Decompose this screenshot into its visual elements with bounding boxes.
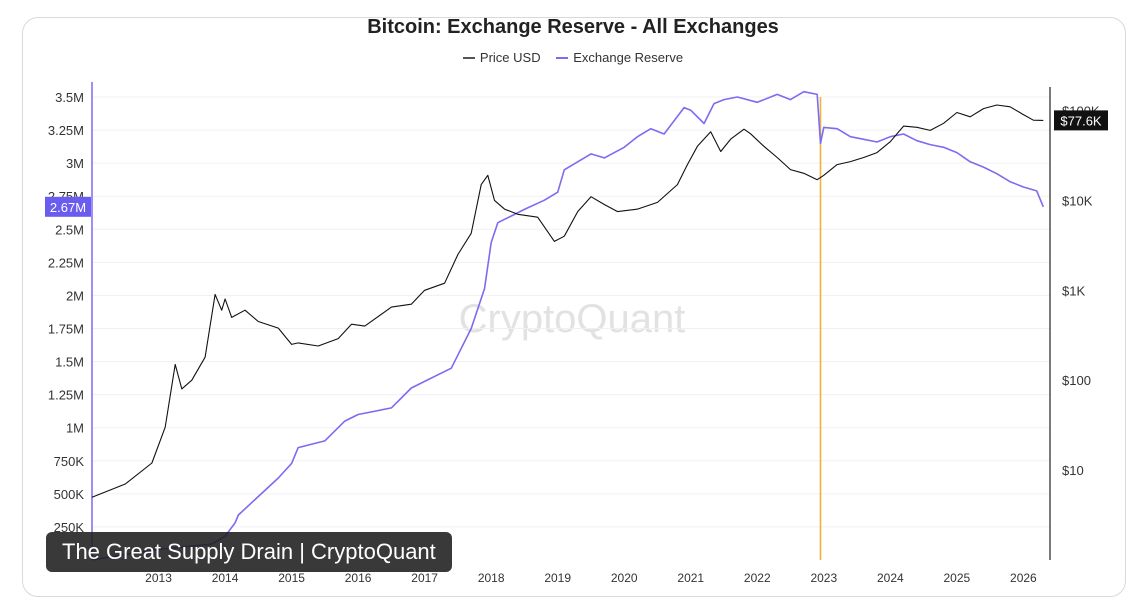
- left-tick-label: 2.5M: [55, 222, 84, 237]
- x-tick-label: 2017: [411, 571, 438, 585]
- x-tick-label: 2020: [611, 571, 638, 585]
- current-reserve-label: 2.67M: [50, 200, 86, 215]
- legend-item-reserve[interactable]: Exchange Reserve: [556, 50, 683, 65]
- x-tick-label: 2018: [478, 571, 505, 585]
- right-tick-label: $10K: [1062, 193, 1093, 208]
- watermark-text: CryptoQuant: [459, 297, 686, 341]
- x-tick-label: 2015: [278, 571, 305, 585]
- legend-swatch-price: [462, 56, 475, 59]
- x-tick-label: 2023: [810, 571, 837, 585]
- right-axis: $10$100$1K$10K$100K: [1049, 87, 1100, 560]
- x-tick-label: 2026: [1010, 571, 1037, 585]
- right-tick-label: $100: [1062, 373, 1091, 388]
- x-axis: 2013 2014 2015 2016 2017 2018 2019 2020 2021 2022…: [145, 571, 1037, 585]
- left-tick-label: 3.25M: [48, 123, 84, 138]
- left-tick-label: 1.75M: [48, 322, 84, 337]
- series-group: [91, 90, 1045, 561]
- series-line-exchange-reserve: [91, 90, 1045, 561]
- x-tick-label: 2014: [212, 571, 239, 585]
- left-tick-label: 3M: [66, 156, 84, 171]
- right-tick-label: $10: [1062, 463, 1084, 478]
- left-tick-label: 3.5M: [55, 90, 84, 105]
- chart-legend: Price USD Exchange Reserve: [0, 50, 1146, 65]
- image-caption: The Great Supply Drain | CryptoQuant: [46, 532, 452, 572]
- legend-item-price[interactable]: Price USD: [462, 50, 541, 65]
- legend-label-reserve: Exchange Reserve: [573, 50, 684, 65]
- legend-label-price: Price USD: [479, 50, 541, 65]
- left-tick-label: 2.25M: [48, 255, 84, 270]
- chart-title: Bitcoin: Exchange Reserve - All Exchange…: [367, 16, 779, 38]
- current-reserve-badge: [45, 196, 91, 217]
- left-tick-label: 1.25M: [48, 388, 84, 403]
- x-tick-label: 2021: [677, 571, 704, 585]
- legend-swatch-reserve: [556, 56, 569, 59]
- chart-card: [22, 17, 1126, 597]
- x-tick-label: 2016: [345, 571, 372, 585]
- left-axis: 250K 500K 750K 1M 1.25M 1.5M 1.75M 2M 2.25M 2.5M 2…: [48, 82, 93, 560]
- grid-lines: [92, 96, 1050, 528]
- x-tick-label: 2022: [744, 571, 771, 585]
- left-tick-label: 1.5M: [55, 355, 84, 370]
- left-tick-label: 1M: [66, 421, 84, 436]
- left-tick-label: 750K: [54, 454, 85, 469]
- right-tick-label: $1K: [1062, 283, 1085, 298]
- x-tick-label: 2025: [944, 571, 971, 585]
- current-price-badge: [1054, 110, 1108, 131]
- current-price-label: $77.6K: [1060, 113, 1102, 128]
- value-badges: 2.67M $77.6K: [45, 110, 1108, 217]
- x-tick-label: 2013: [145, 571, 172, 585]
- x-tick-label: 2024: [877, 571, 904, 585]
- left-tick-label: 500K: [54, 487, 85, 502]
- left-tick-label: 2M: [66, 288, 84, 303]
- left-tick-label: 250K: [54, 520, 85, 535]
- series-line-price-usd: [91, 104, 1044, 498]
- x-tick-label: 2019: [544, 571, 571, 585]
